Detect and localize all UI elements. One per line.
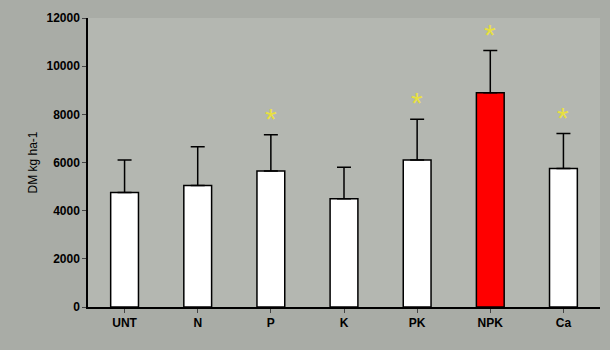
- svg-text:*: *: [484, 18, 496, 51]
- svg-text:6000: 6000: [53, 156, 80, 170]
- svg-text:P: P: [267, 316, 275, 330]
- svg-text:0: 0: [73, 300, 80, 314]
- svg-text:12000: 12000: [46, 11, 80, 25]
- svg-text:NPK: NPK: [478, 316, 504, 330]
- svg-text:Ca: Ca: [556, 316, 572, 330]
- svg-text:10000: 10000: [46, 59, 80, 73]
- svg-text:PK: PK: [409, 316, 426, 330]
- svg-text:*: *: [265, 102, 277, 135]
- svg-text:*: *: [411, 86, 423, 119]
- svg-text:4000: 4000: [53, 204, 80, 218]
- svg-text:UNT: UNT: [112, 316, 137, 330]
- svg-text:8000: 8000: [53, 108, 80, 122]
- svg-text:N: N: [193, 316, 202, 330]
- svg-text:K: K: [340, 316, 349, 330]
- svg-text:DM kg ha-1: DM kg ha-1: [26, 131, 40, 193]
- svg-text:2000: 2000: [53, 252, 80, 266]
- svg-text:*: *: [557, 101, 569, 134]
